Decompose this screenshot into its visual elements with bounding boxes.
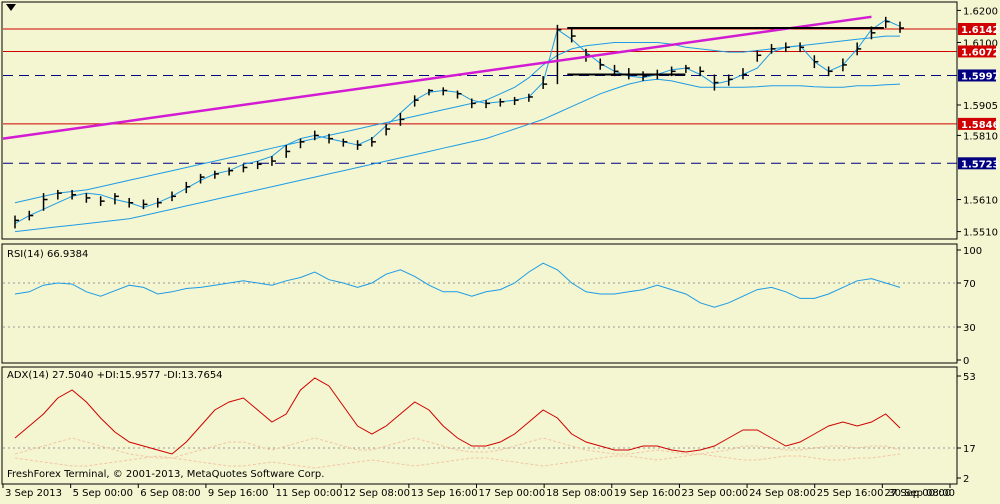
price-level-tag-label: 1.6072 bbox=[961, 47, 1000, 58]
price-tick-label: 1.5510 bbox=[963, 228, 998, 239]
time-tick-label: 25 Sep 16:00 bbox=[817, 488, 884, 499]
time-tick-label: 30 Sep 08:00 bbox=[888, 488, 955, 499]
adx-title: ADX(14) 27.5040 +DI:15.9577 -DI:13.7654 bbox=[7, 370, 223, 381]
adx-line bbox=[14, 377, 901, 455]
time-tick-label: 6 Sep 08:00 bbox=[140, 488, 200, 499]
time-tick-label: 27 Sep 00:00 bbox=[884, 488, 951, 499]
price-level-tag bbox=[958, 45, 996, 58]
time-tick-label: 18 Sep 08:00 bbox=[546, 488, 613, 499]
price-tick-label: 1.5610 bbox=[963, 196, 998, 207]
price-level-tag-label: 1.5723 bbox=[961, 159, 1000, 170]
price-tick-label: 1.6100 bbox=[963, 38, 998, 49]
price-level-tag bbox=[958, 69, 996, 82]
price-panel: 1.6200 1.6100 1.5905 1.5810 1.5610 1.5510 1.61… bbox=[2, 6, 1000, 239]
bollinger-lower-band bbox=[14, 78, 901, 233]
time-tick-label: 17 Sep 00:00 bbox=[479, 488, 546, 499]
rsi-line bbox=[14, 262, 901, 308]
price-level-tag bbox=[958, 117, 996, 130]
rsi-tick-label: 100 bbox=[963, 246, 982, 257]
time-tick-label: 5 Sep 00:00 bbox=[73, 488, 133, 499]
rsi-title: RSI(14) 66.9384 bbox=[7, 249, 88, 260]
adx-tick-label: 17 bbox=[963, 444, 976, 455]
time-tick-label: 19 Sep 16:00 bbox=[614, 488, 681, 499]
time-tick-label: 23 Sep 00:00 bbox=[681, 488, 748, 499]
price-tick-label: 1.5810 bbox=[963, 131, 998, 142]
price-level-tag bbox=[958, 23, 996, 36]
adx-tick-label: 2 bbox=[963, 474, 969, 485]
time-tick-label: 12 Sep 08:00 bbox=[343, 488, 410, 499]
chart-shift-arrow-icon[interactable] bbox=[6, 4, 16, 11]
rsi-panel-frame bbox=[1, 243, 958, 364]
price-level-tag bbox=[958, 157, 996, 170]
rsi-tick-label: 0 bbox=[963, 356, 969, 367]
adx-tick-label: 53 bbox=[963, 372, 976, 383]
rsi-tick-label: 30 bbox=[963, 323, 976, 334]
adx-panel-frame bbox=[1, 366, 958, 485]
time-tick-label: 9 Sep 16:00 bbox=[208, 488, 268, 499]
trendline[interactable] bbox=[2, 15, 872, 140]
time-tick-label: 24 Sep 08:00 bbox=[749, 488, 816, 499]
price-tick-label: 1.5905 bbox=[963, 101, 998, 112]
price-tick-label: 1.6200 bbox=[963, 6, 998, 17]
rsi-tick-label: 70 bbox=[963, 279, 976, 290]
time-tick-label: 3 Sep 2013 bbox=[5, 488, 62, 499]
watermark-text: FreshForex Terminal, © 2001-2013, MetaQu… bbox=[7, 469, 324, 480]
price-panel-frame bbox=[1, 1, 958, 240]
price-level-tag-label: 1.5997 bbox=[961, 71, 1000, 82]
minus-di-line bbox=[14, 453, 901, 469]
rsi-panel: 100 70 30 0 bbox=[3, 246, 982, 367]
price-level-tag-label: 1.6142 bbox=[961, 25, 1000, 36]
time-axis: 3 Sep 2013 5 Sep 00:00 6 Sep 08:00 9 Sep 16… bbox=[2, 484, 955, 499]
time-tick-label: 11 Sep 00:00 bbox=[276, 488, 343, 499]
plus-di-line bbox=[14, 437, 901, 459]
time-tick-label: 13 Sep 16:00 bbox=[411, 488, 478, 499]
adx-panel: 53 17 2 bbox=[3, 372, 976, 485]
price-level-tag-label: 1.5846 bbox=[961, 120, 1000, 131]
bollinger-upper-band bbox=[14, 19, 901, 225]
bollinger-middle-band bbox=[14, 35, 900, 204]
